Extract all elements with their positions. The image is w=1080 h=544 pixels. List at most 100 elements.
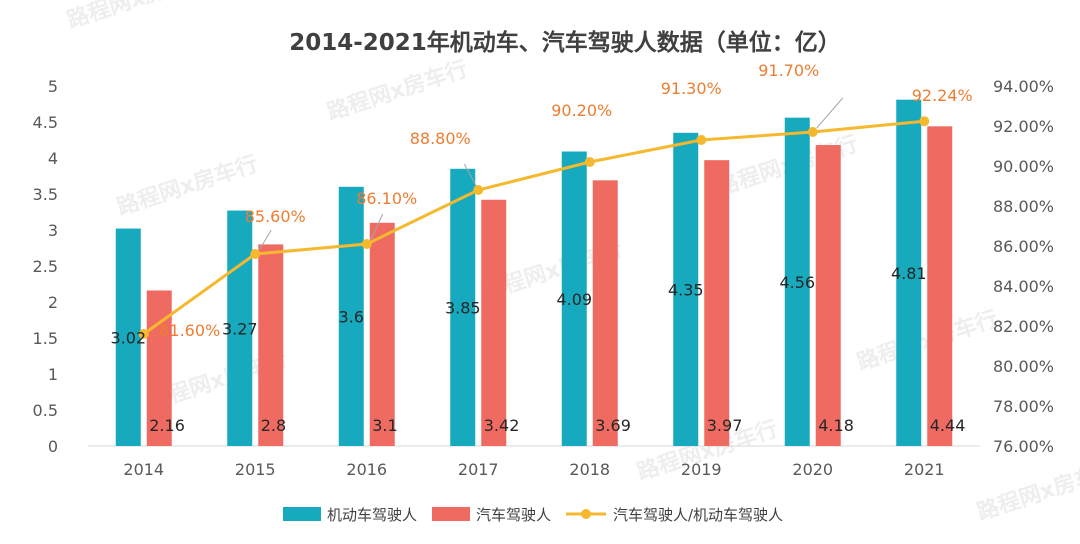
line-data-label: 85.60%	[245, 207, 306, 226]
leader-line	[258, 229, 272, 251]
bar-label-car-drivers: 2.16	[149, 416, 185, 435]
bar-car-drivers	[704, 160, 730, 446]
left-axis-tick-label: 1	[48, 365, 58, 384]
bar-label-car-drivers: 3.97	[707, 416, 743, 435]
left-axis-tick-label: 0.5	[33, 401, 58, 420]
bar-label-motor-vehicle-drivers: 3.6	[339, 307, 364, 326]
right-axis-tick-label: 82.00%	[993, 317, 1054, 336]
legend-swatch-bar-1	[283, 507, 321, 521]
bar-label-motor-vehicle-drivers: 4.56	[779, 273, 815, 292]
bar-label-car-drivers: 3.69	[595, 416, 631, 435]
right-axis-tick-label: 80.00%	[993, 357, 1054, 376]
legend-label-line: 汽车驾驶人/机动车驾驶人	[613, 506, 783, 524]
bar-label-car-drivers: 2.8	[261, 416, 286, 435]
ratio-point	[473, 185, 484, 195]
bar-label-motor-vehicle-drivers: 4.81	[891, 264, 927, 283]
line-data-label: 91.70%	[758, 61, 819, 80]
left-axis-tick-label: 4	[48, 149, 58, 168]
bar-car-drivers	[927, 126, 953, 446]
ratio-point	[250, 249, 261, 259]
x-axis-tick-label: 2021	[904, 460, 945, 479]
bar-label-motor-vehicle-drivers: 4.35	[668, 280, 704, 299]
x-axis-ticks: 2014 2015 2016 2017 2018 2019 2020 2021	[123, 460, 944, 479]
legend: 机动车驾驶人 汽车驾驶人 汽车驾驶人/机动车驾驶人	[283, 506, 783, 524]
leader-line	[463, 163, 477, 187]
line-data-label: 81.60%	[159, 321, 220, 340]
ratio-point	[696, 135, 707, 145]
left-axis-tick-label: 2.5	[33, 257, 58, 276]
ratio-point	[361, 239, 372, 249]
bar-motor-vehicle-drivers	[338, 186, 364, 447]
left-y-axis: 0 0.5 1 1.5 2 2.5 3 3.5 4 4.5 5	[33, 77, 58, 456]
legend-label-bar-1: 机动车驾驶人	[327, 506, 417, 524]
line-data-label: 88.80%	[410, 129, 471, 148]
x-axis-tick-label: 2019	[681, 460, 722, 479]
ratio-point	[807, 127, 818, 137]
bar-motor-vehicle-drivers	[115, 228, 141, 446]
right-axis-tick-label: 92.00%	[993, 117, 1054, 136]
x-axis-tick-label: 2020	[792, 460, 833, 479]
bar-series-group	[115, 99, 953, 447]
bar-label-motor-vehicle-drivers: 4.09	[556, 290, 592, 309]
bar-car-drivers	[258, 244, 284, 446]
left-axis-tick-label: 1.5	[33, 329, 58, 348]
leader-line	[816, 97, 844, 129]
left-axis-tick-label: 3	[48, 221, 58, 240]
bar-motor-vehicle-drivers	[227, 210, 253, 446]
left-axis-tick-label: 2	[48, 293, 58, 312]
left-axis-tick-label: 5	[48, 77, 58, 96]
ratio-point	[584, 157, 595, 167]
line-data-label: 90.20%	[551, 101, 612, 120]
bar-car-drivers	[815, 145, 841, 447]
line-data-label: 92.24%	[912, 86, 973, 105]
left-axis-tick-label: 0	[48, 437, 58, 456]
bar-car-drivers	[481, 199, 507, 446]
right-axis-tick-label: 78.00%	[993, 397, 1054, 416]
right-axis-tick-label: 94.00%	[993, 77, 1054, 96]
bar-label-car-drivers: 3.1	[372, 416, 397, 435]
right-y-axis: 76.00% 78.00% 80.00% 82.00% 84.00% 86.00% 88.0…	[993, 77, 1054, 456]
leader-line	[370, 213, 384, 241]
bar-label-motor-vehicle-drivers: 3.02	[110, 328, 146, 347]
left-axis-tick-label: 3.5	[33, 185, 58, 204]
legend-label-bar-2: 汽车驾驶人	[476, 506, 551, 524]
watermark-text: 路程网x房车行	[974, 456, 1080, 526]
bar-motor-vehicle-drivers	[673, 132, 699, 447]
left-axis-tick-label: 4.5	[33, 113, 58, 132]
bar-data-labels: 3.02 2.16 3.27 2.8 3.6 3.1 3.85 3.42 4.09 3.69 4.3…	[110, 264, 965, 435]
bar-motor-vehicle-drivers	[561, 151, 587, 446]
line-data-label: 86.10%	[356, 189, 417, 208]
watermark-text: 路程网x房车行	[114, 151, 261, 221]
x-axis-tick-label: 2018	[569, 460, 610, 479]
bar-label-car-drivers: 4.44	[930, 416, 966, 435]
bar-motor-vehicle-drivers	[784, 117, 810, 447]
ratio-point	[138, 329, 149, 339]
x-axis-tick-label: 2016	[346, 460, 387, 479]
x-axis-tick-label: 2017	[458, 460, 499, 479]
right-axis-tick-label: 90.00%	[993, 157, 1054, 176]
right-axis-tick-label: 88.00%	[993, 197, 1054, 216]
right-axis-tick-label: 84.00%	[993, 277, 1054, 296]
bar-label-motor-vehicle-drivers: 3.27	[222, 319, 258, 338]
line-series-group	[138, 116, 930, 339]
watermark-text: 路程网x房车行	[324, 56, 471, 126]
bar-label-car-drivers: 4.18	[818, 416, 854, 435]
legend-swatch-bar-2	[432, 507, 470, 521]
x-axis-tick-label: 2015	[235, 460, 276, 479]
line-data-label: 91.30%	[661, 79, 722, 98]
ratio-point	[919, 116, 930, 127]
bar-motor-vehicle-drivers	[450, 168, 476, 447]
legend-swatch-line-marker	[581, 509, 591, 519]
bar-car-drivers	[369, 222, 395, 446]
bar-label-car-drivers: 3.42	[484, 416, 520, 435]
ratio-line	[142, 119, 925, 336]
line-data-labels: 81.60% 85.60% 86.10% 88.80% 90.20% 91.30% 91.7…	[159, 61, 973, 340]
right-axis-tick-label: 76.00%	[993, 437, 1054, 456]
x-axis-tick-label: 2014	[123, 460, 164, 479]
watermark-text: 路程网x房车行	[64, 0, 211, 34]
bar-car-drivers	[592, 180, 618, 446]
right-axis-tick-label: 86.00%	[993, 237, 1054, 256]
chart-title: 2014-2021年机动车、汽车驾驶人数据（单位：亿）	[289, 29, 841, 56]
bar-label-motor-vehicle-drivers: 3.85	[445, 298, 481, 317]
